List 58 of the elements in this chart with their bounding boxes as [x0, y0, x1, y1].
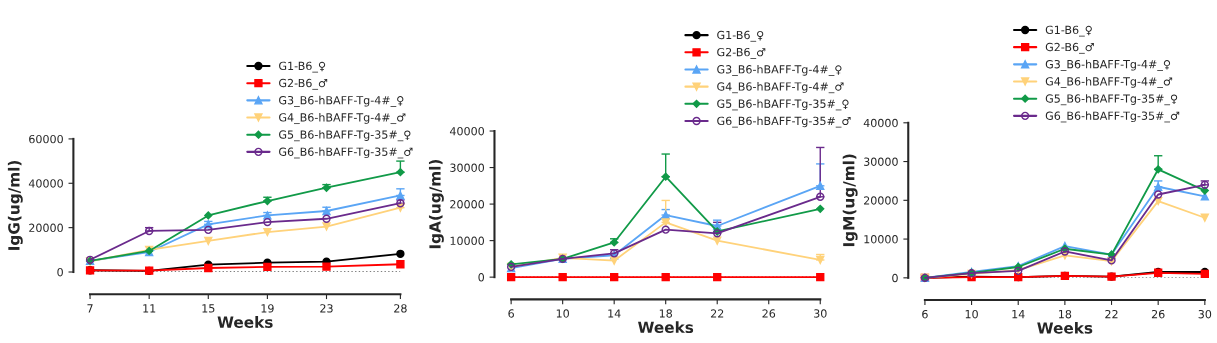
- legend-label: G3_B6-hBAFF-Tg-4#_♀: [1045, 59, 1171, 71]
- x-axis-title: Weeks: [638, 321, 694, 334]
- x-tick-label: 26: [1151, 309, 1165, 319]
- x-tick-label: 23: [320, 304, 333, 313]
- x-axis-title: Weeks: [1037, 321, 1093, 334]
- y-tick-label: 20000: [864, 196, 898, 205]
- legend-label: G5_B6-hBAFF-Tg-35#_♀: [717, 99, 849, 111]
- legend-label: G3_B6-hBAFF-Tg-4#_♀: [279, 95, 404, 107]
- legend-label: G6_B6-hBAFF-Tg-35#_♂: [279, 147, 413, 159]
- legend-label: G5_B6-hBAFF-Tg-35#_♀: [279, 130, 411, 142]
- legend-label: G5_B6-hBAFF-Tg-35#_♀: [1045, 94, 1178, 106]
- y-tick-label: 40000: [449, 127, 485, 136]
- x-tick-label: 10: [965, 309, 978, 319]
- x-tick-label: 11: [143, 304, 156, 313]
- x-tick-label: 14: [608, 309, 621, 318]
- legend-label: G4_B6-hBAFF-Tg-4#_♂: [279, 112, 406, 125]
- legend-label: G4_B6-hBAFF-Tg-4#_♂: [717, 82, 844, 94]
- legend-label: G1-B6_♀: [1045, 25, 1092, 37]
- legend-label: G6_B6-hBAFF-Tg-35#_♂: [717, 116, 851, 128]
- y-tick-label: 60000: [29, 134, 63, 144]
- legend-label: G1-B6_♀: [279, 61, 326, 73]
- y-tick-label: 0: [478, 273, 485, 282]
- x-tick-label: 18: [659, 309, 673, 318]
- x-axis-title: Weeks: [217, 316, 273, 328]
- y-axis-title: IgM(ug/ml): [842, 154, 858, 247]
- x-tick-label: 30: [1198, 309, 1212, 319]
- y-tick-label: 30000: [864, 157, 898, 166]
- x-tick-label: 10: [556, 309, 569, 318]
- x-tick-label: 6: [508, 309, 514, 318]
- y-tick-label: 40000: [28, 179, 63, 188]
- x-tick-label: 28: [394, 304, 407, 313]
- y-axis-title: IgG(ug/ml): [7, 160, 23, 250]
- y-tick-label: 30000: [450, 163, 485, 172]
- x-tick-label: 30: [814, 309, 827, 318]
- y-tick-label: 20000: [450, 200, 485, 209]
- y-tick-label: 10000: [450, 236, 485, 245]
- legend-label: G4_B6-hBAFF-Tg-4#_♂: [1045, 76, 1173, 89]
- x-tick-label: 7: [87, 304, 93, 313]
- x-tick-label: 6: [922, 309, 928, 319]
- y-tick-label: 0: [892, 273, 898, 283]
- y-tick-label: 10000: [864, 235, 898, 244]
- x-tick-label: 19: [261, 304, 274, 313]
- legend-label: G3_B6-hBAFF-Tg-4#_♀: [717, 64, 842, 76]
- legend-label: G1-B6_♀: [717, 30, 764, 42]
- x-tick-label: 22: [710, 309, 724, 318]
- x-tick-label: 26: [762, 309, 776, 318]
- x-tick-label: 22: [1105, 309, 1118, 319]
- y-axis-title: IgA(ug/ml): [428, 159, 444, 249]
- x-tick-label: 14: [1012, 310, 1025, 319]
- x-tick-label: 18: [1059, 309, 1072, 319]
- y-tick-label: 40000: [863, 118, 898, 128]
- y-tick-label: 0: [57, 267, 63, 277]
- legend-label: G2-B6_♂: [1045, 42, 1094, 54]
- y-tick-label: 20000: [29, 223, 63, 233]
- legend-label: G6_B6-hBAFF-Tg-35#_♂: [1045, 111, 1180, 123]
- legend-label: G2-B6_♂: [717, 47, 766, 59]
- x-tick-label: 15: [202, 304, 215, 313]
- legend-label: G2-B6_♂: [279, 78, 328, 90]
